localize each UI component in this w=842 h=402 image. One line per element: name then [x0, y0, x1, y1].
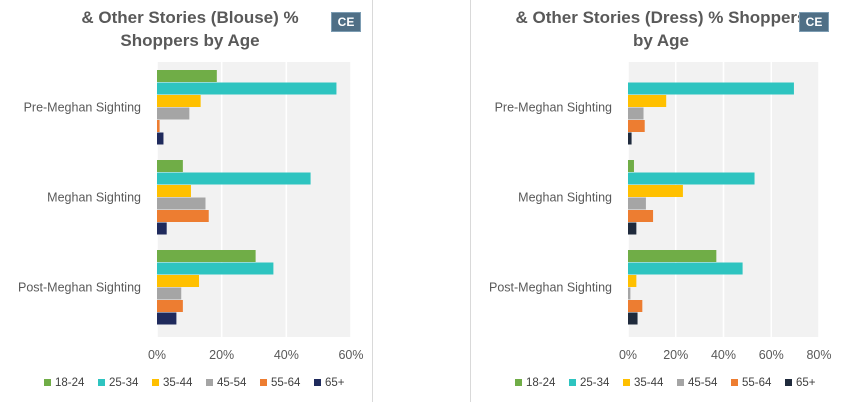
bar: [157, 197, 206, 210]
bar: [628, 312, 638, 325]
bar: [157, 70, 217, 82]
bar: [628, 95, 667, 107]
blouse-chart-panel: & Other Stories (Blouse) % Shoppers by A…: [0, 0, 373, 402]
legend-swatch: [314, 379, 321, 386]
legend-swatch: [515, 379, 522, 386]
x-tick-label: 80%: [806, 348, 831, 362]
bar: [157, 300, 183, 312]
bar: [628, 287, 631, 300]
bar: [628, 197, 646, 210]
legend-swatch: [152, 379, 159, 386]
legend-label: 55-64: [742, 377, 772, 389]
x-tick-label: 20%: [663, 348, 688, 362]
legend-label: 55-64: [271, 377, 301, 389]
bar: [628, 132, 632, 145]
legend-label: 18-24: [526, 377, 556, 389]
bar: [628, 275, 637, 287]
category-label: Meghan Sighting: [518, 191, 612, 205]
dress-chart-panel: & Other Stories (Dress) % Shoppers by Ag…: [470, 0, 842, 402]
bar: [157, 160, 183, 172]
bar: [628, 300, 643, 312]
legend-swatch: [569, 379, 576, 386]
legend-swatch: [785, 379, 792, 386]
ce-logo-badge: CE: [799, 12, 829, 32]
bar: [628, 250, 717, 262]
x-tick-label: 60%: [338, 348, 363, 362]
x-tick-label: 40%: [711, 348, 736, 362]
category-label: Pre-Meghan Sighting: [495, 101, 612, 115]
category-label: Post-Meghan Sighting: [18, 281, 141, 295]
bar: [157, 275, 200, 287]
bar: [157, 210, 209, 222]
x-tick-label: 20%: [209, 348, 234, 362]
bar: [157, 250, 256, 262]
legend-swatch: [677, 379, 684, 386]
x-tick-label: 40%: [274, 348, 299, 362]
dress-bar-chart: 0% 20% 40% 60% 80% Pre-Meghan Sighting Meghan …: [489, 62, 832, 389]
legend-label: 35-44: [163, 377, 193, 389]
ce-logo-badge: CE: [331, 12, 361, 32]
bar: [157, 132, 164, 145]
legend-label: 18-24: [55, 377, 85, 389]
bar: [628, 120, 645, 132]
bar: [157, 185, 191, 197]
x-tick-label: 60%: [759, 348, 784, 362]
legend-swatch: [98, 379, 105, 386]
bar: [628, 262, 743, 275]
chart-title: & Other Stories (Dress) % Shoppers by Ag…: [515, 8, 807, 50]
legend-swatch: [731, 379, 738, 386]
legend-label: 65+: [325, 377, 345, 389]
bar: [157, 287, 182, 300]
bar: [628, 82, 794, 95]
bar: [628, 172, 755, 185]
blouse-bar-chart: 0% 20% 40% 60% Pre-Meghan Sighting Meghan Sig…: [18, 62, 364, 389]
x-tick-label: 0%: [148, 348, 166, 362]
category-label: Post-Meghan Sighting: [489, 281, 612, 295]
bar: [157, 222, 167, 235]
bar: [157, 95, 201, 107]
bar: [157, 120, 160, 132]
legend-label: 45-54: [688, 377, 718, 389]
category-label: Meghan Sighting: [47, 191, 141, 205]
legend-swatch: [260, 379, 267, 386]
bar: [157, 172, 311, 185]
bar: [157, 107, 190, 120]
legend-label: 45-54: [217, 377, 247, 389]
bar: [628, 222, 637, 235]
legend-swatch: [44, 379, 51, 386]
bar: [628, 210, 654, 222]
bar: [628, 185, 683, 197]
category-label: Pre-Meghan Sighting: [24, 101, 141, 115]
bar: [157, 312, 177, 325]
x-tick-label: 0%: [619, 348, 637, 362]
chart-title: & Other Stories (Blouse) % Shoppers by A…: [81, 8, 299, 50]
legend-label: 25-34: [580, 377, 610, 389]
bar: [628, 160, 634, 172]
legend-label: 65+: [796, 377, 816, 389]
legend-swatch: [206, 379, 213, 386]
legend-label: 25-34: [109, 377, 139, 389]
legend-swatch: [623, 379, 630, 386]
bar: [157, 82, 337, 95]
bar: [628, 107, 644, 120]
legend-label: 35-44: [634, 377, 664, 389]
bar: [157, 262, 274, 275]
